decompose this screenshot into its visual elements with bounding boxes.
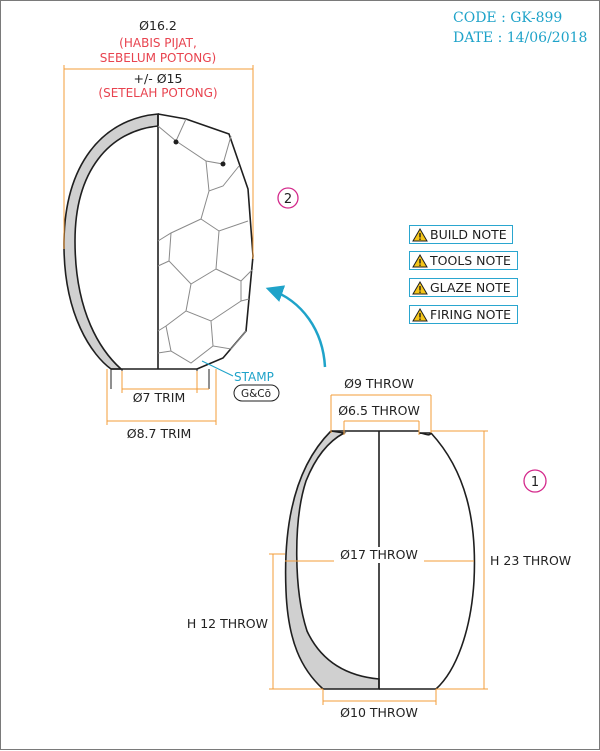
fig2-number: 2 [277, 187, 299, 209]
glaze-note-label: GLAZE NOTE [430, 280, 511, 295]
stamp-label: STAMP [234, 370, 274, 384]
fig2-stamp: STAMP G&Cō [201, 360, 280, 402]
warning-icon [412, 280, 428, 295]
fig1-wall-section [284, 430, 380, 690]
warning-icon [412, 307, 428, 322]
fig2-trim-dimensions: Ø7 TRIM Ø8.7 TRIM [106, 369, 217, 441]
fig1-top-outer: Ø9 THROW [344, 376, 414, 391]
fig2-top-note-1: (HABIS PIJAT, [119, 36, 197, 50]
fig1-belly: Ø17 THROW [340, 547, 418, 562]
process-arrow [265, 285, 327, 368]
fig2-trim-outer: Ø8.7 TRIM [127, 426, 191, 441]
code-label: CODE : GK-899 [453, 10, 562, 26]
glaze-note-button[interactable]: GLAZE NOTE [409, 278, 518, 297]
fig2-top-dim: Ø16.2 [139, 18, 177, 33]
date-label: DATE : 14/06/2018 [453, 30, 587, 46]
build-note-label: BUILD NOTE [430, 227, 507, 242]
fig2-top-note-2: SEBELUM POTONG) [100, 51, 216, 65]
fig1-number-label: 1 [531, 475, 539, 490]
fig1-outline [379, 432, 476, 690]
fig2-trim-inner: Ø7 TRIM [133, 390, 186, 405]
fig2-mid-dim: +/- Ø15 [134, 71, 183, 86]
tools-note-label: TOOLS NOTE [430, 253, 511, 268]
tools-note-button[interactable]: TOOLS NOTE [409, 251, 518, 270]
fig1-base: Ø10 THROW [340, 705, 418, 720]
fig1-height-partial: H 12 THROW [187, 616, 268, 631]
fig2-faceted-texture [157, 118, 254, 364]
fig1-dimensions: Ø9 THROW Ø6.5 THROW Ø17 THROW H 23 THROW… [187, 376, 579, 720]
fig2-outline [157, 113, 254, 370]
fig1-height-total: H 23 THROW [490, 553, 571, 568]
fig1-top-inner: Ø6.5 THROW [338, 403, 420, 418]
fig1-number: 1 [523, 469, 547, 493]
stamp-mark: G&Cō [241, 388, 271, 400]
fig2-number-label: 2 [284, 192, 292, 207]
warning-icon [412, 253, 428, 268]
build-note-button[interactable]: BUILD NOTE [409, 225, 513, 244]
firing-note-label: FIRING NOTE [430, 307, 511, 322]
figure-2-finished-pot [63, 113, 254, 389]
warning-icon [412, 227, 428, 242]
fig2-top-dimension: Ø16.2 (HABIS PIJAT, SEBELUM POTONG) +/- … [63, 18, 254, 259]
fig2-mid-note: (SETELAH POTONG) [98, 86, 217, 100]
fig2-wall-section [63, 113, 159, 370]
figure-1-thrown-pot [284, 430, 476, 690]
firing-note-button[interactable]: FIRING NOTE [409, 305, 518, 324]
